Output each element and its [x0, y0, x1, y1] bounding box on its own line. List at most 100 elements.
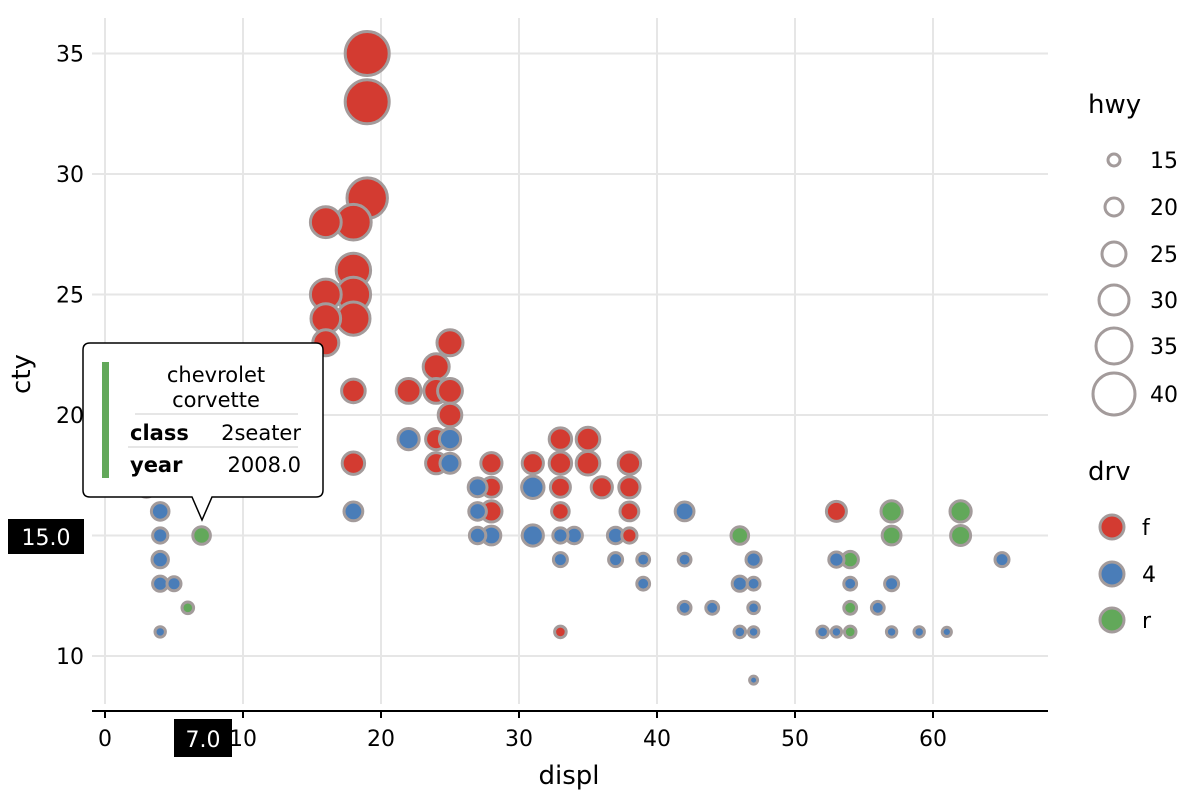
data-point[interactable] [394, 377, 423, 405]
data-point[interactable] [842, 599, 859, 616]
legend-drv-label: f [1142, 516, 1151, 541]
data-point[interactable] [616, 450, 643, 476]
data-point[interactable] [467, 501, 488, 522]
data-point[interactable] [732, 624, 748, 640]
data-point[interactable] [730, 574, 749, 593]
legend-drv-symbol [1098, 513, 1126, 541]
data-point[interactable] [676, 551, 693, 568]
data-point[interactable] [884, 625, 899, 639]
tooltip-title-line1: chevrolet [167, 363, 265, 387]
data-point[interactable] [547, 450, 574, 476]
data-point[interactable] [421, 352, 451, 382]
tooltip-title-line2: corvette [172, 388, 260, 412]
data-point[interactable] [842, 624, 858, 640]
data-point[interactable] [343, 30, 391, 77]
data-point[interactable] [343, 78, 391, 126]
data-point[interactable] [520, 523, 545, 548]
data-point[interactable] [940, 625, 953, 639]
data-point[interactable] [436, 377, 464, 405]
data-point[interactable] [520, 451, 545, 476]
legend-hwy-label: 25 [1150, 243, 1178, 268]
data-point[interactable] [635, 575, 652, 592]
data-point[interactable] [635, 551, 652, 568]
axes: displ cty [7, 354, 1048, 791]
data-point[interactable] [437, 427, 463, 452]
data-point[interactable] [551, 551, 569, 569]
legend-drv-label: r [1142, 609, 1152, 634]
data-point[interactable] [574, 425, 602, 453]
data-point[interactable] [574, 449, 602, 477]
data-point[interactable] [744, 550, 763, 569]
data-point[interactable] [879, 499, 904, 524]
data-point[interactable] [673, 500, 696, 523]
y-axis-hover-badge: 15.0 [8, 519, 84, 554]
legend-hwy-symbol [1097, 283, 1131, 317]
data-point[interactable] [467, 525, 488, 546]
legend-drv-label: 4 [1142, 563, 1156, 588]
data-point[interactable] [748, 674, 760, 686]
y-tick-label: 20 [56, 404, 84, 429]
data-point[interactable] [746, 625, 761, 639]
data-point[interactable] [883, 575, 901, 593]
data-point[interactable] [149, 501, 171, 522]
data-point[interactable] [704, 599, 721, 616]
legend-hwy: hwy 15 20 25 30 35 40 [1088, 90, 1178, 417]
tooltip-key-year: year [130, 453, 183, 477]
data-point[interactable] [435, 328, 465, 358]
data-point[interactable] [824, 499, 848, 523]
x-tick-label: 50 [781, 727, 809, 752]
data-point[interactable] [589, 475, 614, 500]
x-tick-label: 0 [98, 727, 112, 752]
legend-drv-title: drv [1088, 457, 1131, 487]
data-point[interactable] [180, 600, 196, 616]
data-point[interactable] [829, 625, 844, 639]
y-tick-label: 25 [56, 284, 84, 309]
data-point[interactable] [880, 524, 903, 547]
data-point[interactable] [607, 551, 625, 569]
data-point[interactable] [151, 526, 170, 545]
data-point[interactable] [150, 549, 170, 570]
data-point[interactable] [745, 575, 762, 592]
data-point[interactable] [746, 600, 761, 616]
data-point[interactable] [729, 525, 751, 546]
data-point[interactable] [396, 427, 421, 452]
x-axis-hover-badge: 7.0 [174, 719, 232, 757]
data-point[interactable] [949, 524, 973, 547]
tooltip-box [82, 342, 324, 522]
data-point[interactable] [548, 475, 572, 499]
data-point[interactable] [191, 525, 212, 546]
data-point[interactable] [553, 624, 568, 640]
data-point[interactable] [912, 625, 926, 639]
data-point[interactable] [436, 401, 464, 429]
legend-hwy-symbol [1094, 326, 1134, 366]
data-point[interactable] [479, 451, 504, 476]
data-point[interactable] [438, 451, 462, 475]
tooltip-color-swatch [102, 362, 109, 478]
data-point[interactable] [948, 499, 973, 524]
data-point[interactable] [466, 476, 489, 499]
data-point[interactable] [153, 625, 167, 639]
data-point[interactable] [551, 526, 570, 545]
x-tick-label: 60 [919, 727, 947, 752]
data-point[interactable] [308, 205, 343, 240]
data-point[interactable] [676, 599, 693, 616]
data-point[interactable] [993, 551, 1011, 569]
y-tick-label: 30 [56, 163, 84, 188]
data-point[interactable] [342, 500, 365, 523]
data-point[interactable] [617, 475, 642, 500]
data-point[interactable] [827, 550, 846, 569]
data-point[interactable] [340, 450, 367, 476]
data-point[interactable] [520, 474, 546, 500]
legend-hwy-label: 40 [1150, 383, 1178, 408]
data-point[interactable] [340, 377, 367, 405]
data-point[interactable] [842, 575, 859, 592]
y-badge-label: 15.0 [22, 526, 71, 551]
data-point[interactable] [618, 500, 641, 523]
data-point[interactable] [620, 526, 639, 545]
data-point[interactable] [547, 426, 574, 452]
data-point[interactable] [550, 501, 571, 522]
data-point[interactable] [815, 624, 830, 640]
data-point[interactable] [165, 575, 183, 593]
data-point[interactable] [869, 599, 886, 616]
